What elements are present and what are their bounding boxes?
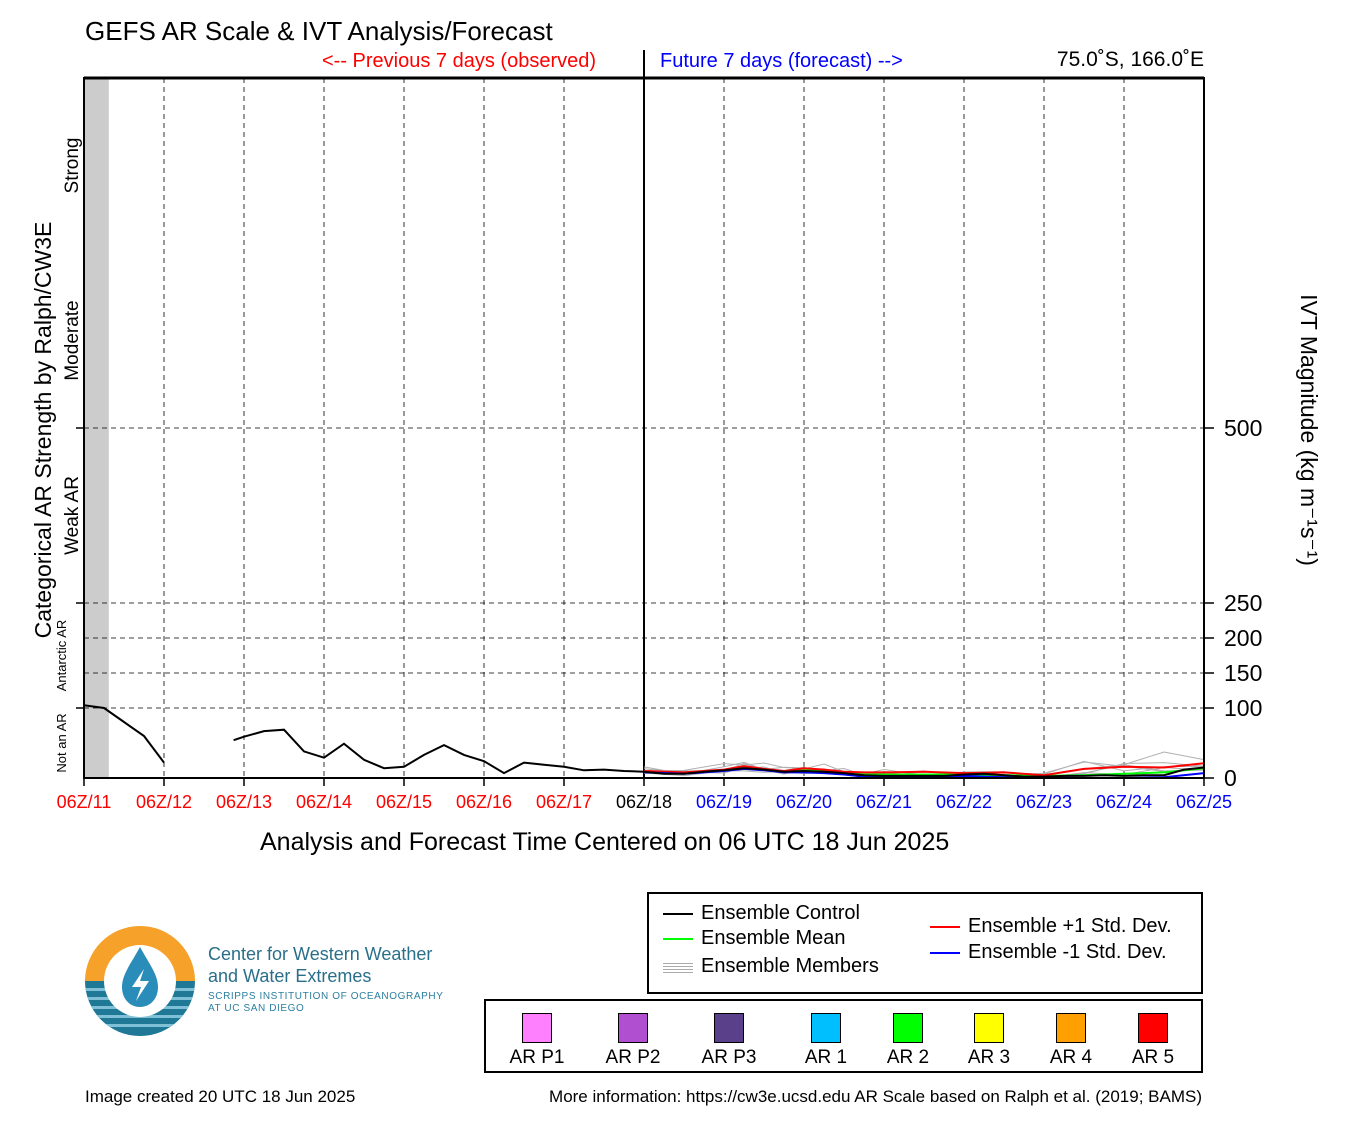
ar-scale-legend: AR P1 AR P2 AR P3 AR 1 AR 2 AR 3 AR 4 AR… bbox=[484, 999, 1203, 1073]
legend-label-members: Ensemble Members bbox=[701, 955, 879, 977]
location-label: 75.0˚S, 166.0˚E bbox=[1056, 48, 1204, 71]
ar-scale-label: AR P3 bbox=[701, 1047, 757, 1068]
ar-scale-label: AR 4 bbox=[1049, 1047, 1093, 1068]
ensemble-control-line bbox=[83, 704, 165, 764]
series-line-ensemble-1-std-dev- bbox=[643, 762, 1205, 777]
logo-org-name: Center for Western Weather and Water Ext… bbox=[208, 943, 432, 987]
category-label: Not an AR bbox=[54, 713, 69, 772]
x-tick-label: 06Z/12 bbox=[136, 792, 192, 812]
ar-scale-item: AR 1 bbox=[786, 1001, 866, 1069]
x-tick-label: 06Z/23 bbox=[1016, 792, 1072, 812]
cw3e-logo-mark bbox=[85, 926, 195, 1036]
category-label: Strong bbox=[62, 138, 83, 194]
x-tick-label: 06Z/19 bbox=[696, 792, 752, 812]
legend-swatch-plus-std bbox=[930, 925, 960, 928]
right-axis-title: IVT Magnitude (kg m⁻¹s⁻¹) bbox=[1296, 294, 1322, 566]
ar-scale-label: AR P2 bbox=[605, 1047, 661, 1068]
legend-item-control: Ensemble Control bbox=[663, 902, 860, 925]
chart-title: GEFS AR Scale & IVT Analysis/Forecast bbox=[85, 16, 553, 46]
x-tick-label: 06Z/25 bbox=[1176, 792, 1232, 812]
legend-swatch-members bbox=[663, 960, 693, 973]
x-tick-label: 06Z/13 bbox=[216, 792, 272, 812]
previous-period-label: <-- Previous 7 days (observed) bbox=[322, 50, 597, 72]
ar-scale-item: AR 5 bbox=[1113, 1001, 1193, 1069]
x-tick-label: 06Z/17 bbox=[536, 792, 592, 812]
x-tick-label: 06Z/16 bbox=[456, 792, 512, 812]
logo-line-3: SCRIPPS INSTITUTION OF OCEANOGRAPHY bbox=[208, 991, 444, 1002]
ar-scale-item: AR 3 bbox=[949, 1001, 1029, 1069]
legend-item-mean: Ensemble Mean bbox=[663, 927, 846, 950]
legend-swatch-control bbox=[663, 912, 693, 915]
x-tick-label: 06Z/15 bbox=[376, 792, 432, 812]
y-tick-label: 150 bbox=[1224, 660, 1262, 686]
legend-item-minus-std: Ensemble -1 Std. Dev. bbox=[930, 941, 1167, 964]
legend-item-plus-std: Ensemble +1 Std. Dev. bbox=[930, 915, 1172, 938]
y-tick-label: 0 bbox=[1224, 765, 1237, 791]
ivt-chart: 06Z/11 06Z/12 06Z/13 06Z/14 06Z/15 06Z/16 06Z/… bbox=[54, 50, 1262, 812]
category-label: Antarctic AR bbox=[54, 620, 69, 692]
legend-label-control: Ensemble Control bbox=[701, 902, 860, 924]
x-axis-title: Analysis and Forecast Time Centered on 0… bbox=[260, 828, 950, 856]
ar-scale-item: AR P2 bbox=[593, 1001, 673, 1069]
legend-label-minus-std: Ensemble -1 Std. Dev. bbox=[968, 941, 1167, 963]
ar-scale-item: AR 2 bbox=[868, 1001, 948, 1069]
legend-label-mean: Ensemble Mean bbox=[701, 927, 846, 949]
y-tick-label: 250 bbox=[1224, 590, 1262, 616]
image-created-label: Image created 20 UTC 18 Jun 2025 bbox=[85, 1087, 356, 1106]
ar-scale-item: AR P3 bbox=[689, 1001, 769, 1069]
legend-item-members: Ensemble Members bbox=[663, 955, 879, 978]
ar-scale-label: AR P1 bbox=[509, 1047, 565, 1068]
ar-scale-label: AR 1 bbox=[804, 1047, 848, 1068]
category-label: Moderate bbox=[62, 300, 83, 380]
x-tick-label: 06Z/24 bbox=[1096, 792, 1152, 812]
ar-scale-swatch bbox=[522, 1013, 552, 1043]
future-period-label: Future 7 days (forecast) --> bbox=[660, 50, 903, 72]
ar-scale-swatch bbox=[1056, 1013, 1086, 1043]
y-tick-label: 100 bbox=[1224, 695, 1262, 721]
left-axis-title: Categorical AR Strength by Ralph/CW3E bbox=[30, 221, 56, 639]
x-tick-label: 06Z/18 bbox=[616, 792, 672, 812]
ar-scale-label: AR 2 bbox=[886, 1047, 930, 1068]
legend-label-plus-std: Ensemble +1 Std. Dev. bbox=[968, 915, 1172, 937]
ar-scale-swatch bbox=[974, 1013, 1004, 1043]
logo-line-1: Center for Western Weather bbox=[208, 944, 433, 964]
legend-swatch-mean bbox=[663, 937, 693, 940]
ar-scale-swatch bbox=[893, 1013, 923, 1043]
ensemble-control-line bbox=[233, 728, 1205, 778]
more-info-label: More information: https://cw3e.ucsd.edu … bbox=[549, 1087, 1202, 1106]
x-tick-label: 06Z/21 bbox=[856, 792, 912, 812]
x-tick-label: 06Z/22 bbox=[936, 792, 992, 812]
line-legend: Ensemble Control Ensemble Mean Ensemble … bbox=[647, 892, 1203, 994]
ar-scale-label: AR 3 bbox=[967, 1047, 1011, 1068]
y-tick-label: 500 bbox=[1224, 415, 1262, 441]
category-label: Weak AR bbox=[62, 476, 83, 555]
ar-scale-swatch bbox=[811, 1013, 841, 1043]
ar-scale-swatch bbox=[618, 1013, 648, 1043]
ar-scale-item: AR P1 bbox=[497, 1001, 577, 1069]
ar-scale-item: AR 4 bbox=[1031, 1001, 1111, 1069]
ar-scale-label: AR 5 bbox=[1131, 1047, 1175, 1068]
cw3e-logo: Center for Western Weather and Water Ext… bbox=[84, 925, 474, 1040]
legend-swatch-minus-std bbox=[930, 951, 960, 954]
logo-line-4: AT UC SAN DIEGO bbox=[208, 1003, 305, 1014]
ar-scale-swatch bbox=[714, 1013, 744, 1043]
ar-scale-swatch bbox=[1138, 1013, 1168, 1043]
x-tick-label: 06Z/14 bbox=[296, 792, 352, 812]
logo-line-2: and Water Extremes bbox=[208, 966, 372, 986]
x-tick-label: 06Z/11 bbox=[57, 792, 112, 812]
x-tick-label: 06Z/20 bbox=[776, 792, 832, 812]
logo-institution: SCRIPPS INSTITUTION OF OCEANOGRAPHY AT U… bbox=[208, 991, 443, 1015]
y-tick-label: 200 bbox=[1224, 625, 1262, 651]
